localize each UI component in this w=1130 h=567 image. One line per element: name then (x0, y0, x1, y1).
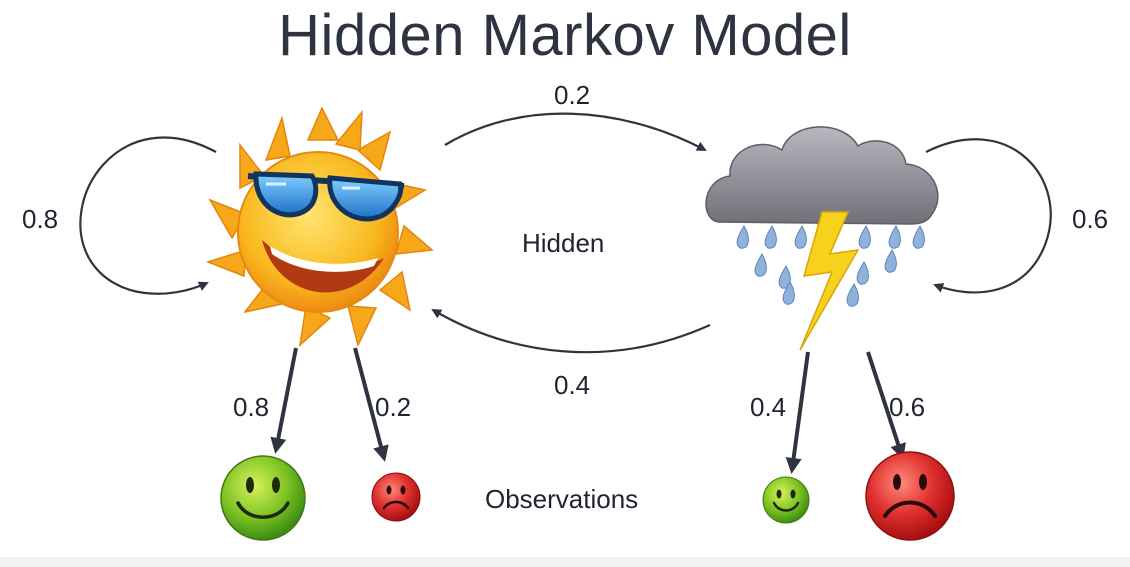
rainy-to-sunny-arrow (431, 308, 711, 354)
sad-face-small-icon (371, 472, 421, 522)
self-loop-rainy-arrow (925, 138, 1052, 294)
observations-label: Observations (485, 484, 639, 514)
emission-label-rainy-happy: 0.4 (750, 392, 787, 422)
hidden-label: Hidden (522, 228, 605, 258)
sunny-happy-emission-arrow (270, 347, 298, 454)
self-loop-sunny-arrow (79, 136, 217, 295)
rainy-happy-emission-arrow (785, 351, 810, 474)
emission-label-sunny-happy: 0.8 (233, 392, 270, 422)
transition-label-sunny-self: 0.8 (22, 204, 59, 234)
emission-label-sunny-sad: 0.2 (375, 392, 412, 422)
sad-face-large-icon (865, 451, 955, 541)
sunny-to-rainy-arrow (444, 112, 707, 151)
rainy-sad-emission-arrow (866, 351, 906, 460)
transition-label-rainy-self: 0.6 (1072, 204, 1109, 234)
transition-label-sunny-to-rainy: 0.2 (554, 80, 591, 110)
sunny-sad-emission-arrow (353, 347, 389, 462)
happy-face-large-icon (220, 455, 306, 541)
sun-with-sunglasses-icon (205, 106, 434, 348)
bottom-bar (0, 557, 1130, 567)
diagram-title: Hidden Markov Model (278, 3, 852, 68)
transition-label-rainy-to-sunny: 0.4 (554, 370, 591, 400)
happy-face-small-icon (762, 476, 810, 524)
emission-label-rainy-sad: 0.6 (889, 392, 926, 422)
storm-cloud-icon (705, 126, 939, 351)
